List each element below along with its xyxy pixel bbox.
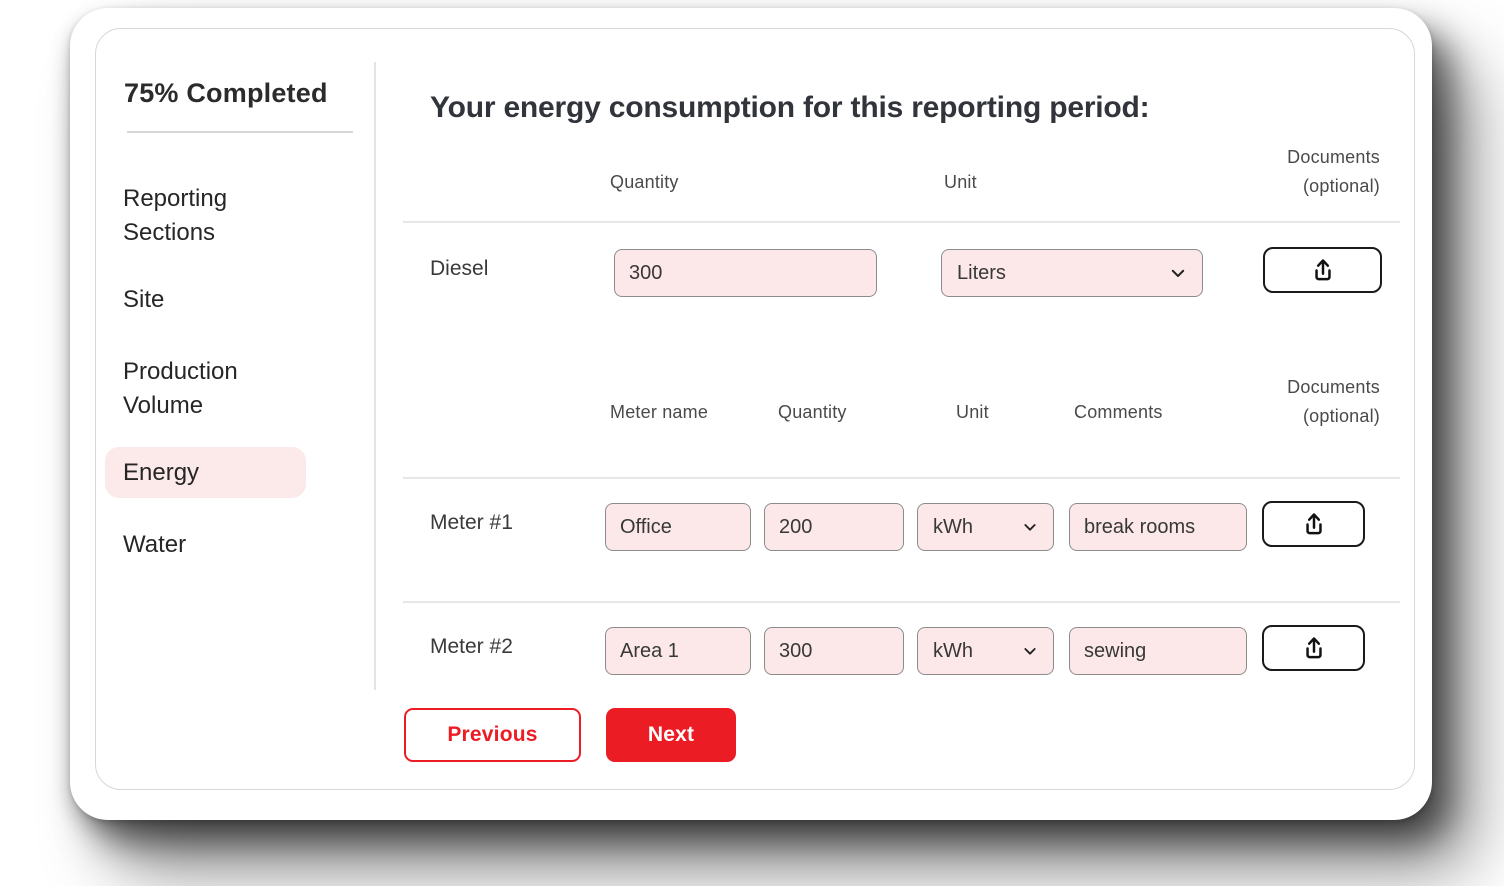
fuel-row-label: Diesel <box>430 257 489 280</box>
diesel-unit-select[interactable]: Liters <box>941 249 1203 297</box>
upload-icon <box>1305 637 1322 659</box>
meter-header-unit: Unit <box>956 402 989 422</box>
sidebar-divider <box>374 62 376 690</box>
chevron-down-icon <box>1171 269 1185 277</box>
chevron-down-icon <box>1024 648 1036 655</box>
meter1-row-label: Meter #1 <box>430 511 513 534</box>
diesel-quantity-input[interactable] <box>614 249 877 297</box>
meter2-row-label: Meter #2 <box>430 635 513 658</box>
divider <box>403 601 1400 603</box>
fuel-header-unit: Unit <box>944 172 977 192</box>
page-title: Your energy consumption for this reporti… <box>430 91 1150 124</box>
fuel-header-documents: Documents (optional) <box>1287 147 1380 196</box>
meter2-name-input[interactable] <box>605 627 751 675</box>
upload-icon <box>1314 259 1331 281</box>
meter2-unit-value: kWh <box>933 639 973 662</box>
diesel-upload-button[interactable] <box>1263 247 1382 293</box>
fuel-header-quantity: Quantity <box>610 172 679 192</box>
sidebar-item-energy[interactable]: Energy <box>105 447 306 498</box>
meter2-upload-button[interactable] <box>1262 625 1365 671</box>
meter1-unit-select[interactable]: kWh <box>917 503 1054 551</box>
progress-divider <box>127 131 353 133</box>
meter1-upload-button[interactable] <box>1262 501 1365 547</box>
meter2-unit-select[interactable]: kWh <box>917 627 1054 675</box>
meter-header-name: Meter name <box>610 402 709 422</box>
next-button[interactable]: Next <box>606 708 736 762</box>
meter1-name-input[interactable] <box>605 503 751 551</box>
diesel-unit-value: Liters <box>957 261 1006 284</box>
meter2-quantity-input[interactable] <box>764 627 904 675</box>
meter-header-quantity: Quantity <box>778 402 847 422</box>
meter1-quantity-input[interactable] <box>764 503 904 551</box>
meter-header-documents: Documents (optional) <box>1287 377 1380 426</box>
upload-icon <box>1305 513 1322 535</box>
divider <box>403 221 1400 223</box>
chevron-down-icon <box>1024 524 1036 531</box>
meter1-unit-value: kWh <box>933 515 973 538</box>
previous-button[interactable]: Previous <box>404 708 581 762</box>
progress-label: 75% Completed <box>124 78 328 108</box>
sidebar-item-site[interactable]: Site <box>123 286 165 313</box>
sidebar-item-water[interactable]: Water <box>123 531 187 558</box>
sidebar-item-reporting-sections[interactable]: Reporting Sections <box>123 185 228 246</box>
sidebar-item-energy-label: Energy <box>123 458 200 486</box>
meter1-comments-input[interactable] <box>1069 503 1247 551</box>
sidebar-item-production-volume[interactable]: Production Volume <box>123 358 238 419</box>
divider <box>403 477 1400 479</box>
meter-header-comments: Comments <box>1074 402 1163 422</box>
meter2-comments-input[interactable] <box>1069 627 1247 675</box>
